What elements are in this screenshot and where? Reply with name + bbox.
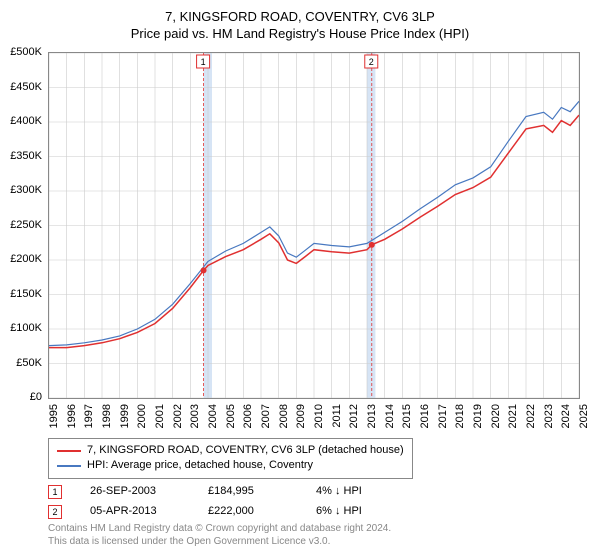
y-tick-label: £450K	[10, 81, 42, 93]
x-tick-label: 2007	[260, 404, 272, 428]
legend-label: 7, KINGSFORD ROAD, COVENTRY, CV6 3LP (de…	[87, 443, 404, 458]
legend-swatch	[57, 465, 81, 467]
x-tick-label: 2009	[295, 404, 307, 428]
page-subtitle: Price paid vs. HM Land Registry's House …	[0, 26, 600, 41]
y-tick-label: £150K	[10, 288, 42, 300]
x-tick-label: 1998	[101, 404, 113, 428]
x-tick-label: 2003	[189, 404, 201, 428]
svg-text:2: 2	[369, 57, 374, 67]
sale-diff: 6% ↓ HPI	[316, 502, 362, 522]
x-tick-label: 2014	[384, 404, 396, 428]
x-tick-label: 2008	[278, 404, 290, 428]
x-tick-label: 2004	[207, 404, 219, 428]
svg-text:1: 1	[201, 57, 206, 67]
x-tick-label: 2011	[331, 404, 343, 428]
chart-plot-area: 12	[48, 52, 580, 399]
sale-date: 05-APR-2013	[90, 502, 180, 522]
x-tick-label: 2022	[525, 404, 537, 428]
y-axis-labels: £0£50K£100K£150K£200K£250K£300K£350K£400…	[0, 52, 45, 397]
x-tick-label: 1999	[119, 404, 131, 428]
y-tick-label: £500K	[10, 46, 42, 58]
x-tick-label: 2015	[401, 404, 413, 428]
y-tick-label: £0	[30, 391, 42, 403]
x-tick-label: 1996	[66, 404, 78, 428]
sale-price: £222,000	[208, 502, 288, 522]
y-tick-label: £200K	[10, 253, 42, 265]
x-tick-label: 2012	[348, 404, 360, 428]
x-tick-label: 1995	[48, 404, 60, 428]
sale-price: £184,995	[208, 482, 288, 502]
y-tick-label: £400K	[10, 115, 42, 127]
footer-line-2: This data is licensed under the Open Gov…	[48, 535, 391, 548]
y-tick-label: £350K	[10, 150, 42, 162]
x-tick-label: 2024	[560, 404, 572, 428]
x-tick-label: 2019	[472, 404, 484, 428]
x-tick-label: 2025	[578, 404, 590, 428]
y-tick-label: £300K	[10, 184, 42, 196]
x-tick-label: 2021	[507, 404, 519, 428]
x-tick-label: 2020	[490, 404, 502, 428]
x-tick-label: 2001	[154, 404, 166, 428]
x-tick-label: 2023	[543, 404, 555, 428]
legend-swatch	[57, 450, 81, 452]
x-axis-labels: 1995 1996 1997 1998 1999 2000 2001 2002 2003 2004…	[48, 400, 578, 440]
sale-row: 1 26-SEP-2003 £184,995 4% ↓ HPI	[48, 482, 362, 502]
sales-table: 1 26-SEP-2003 £184,995 4% ↓ HPI 2 05-APR…	[48, 482, 362, 522]
sale-date: 26-SEP-2003	[90, 482, 180, 502]
legend-item: 7, KINGSFORD ROAD, COVENTRY, CV6 3LP (de…	[57, 443, 404, 458]
sale-marker-icon: 2	[48, 505, 62, 519]
x-tick-label: 2013	[366, 404, 378, 428]
y-tick-label: £50K	[16, 357, 42, 369]
chart-svg: 12	[49, 53, 579, 398]
x-tick-label: 2006	[242, 404, 254, 428]
y-tick-label: £100K	[10, 322, 42, 334]
legend-item: HPI: Average price, detached house, Cove…	[57, 458, 404, 473]
sale-marker-icon: 1	[48, 485, 62, 499]
legend: 7, KINGSFORD ROAD, COVENTRY, CV6 3LP (de…	[48, 438, 413, 479]
chart-container: 7, KINGSFORD ROAD, COVENTRY, CV6 3LP Pri…	[0, 0, 600, 560]
footer-attribution: Contains HM Land Registry data © Crown c…	[48, 522, 391, 548]
x-tick-label: 2018	[454, 404, 466, 428]
page-title: 7, KINGSFORD ROAD, COVENTRY, CV6 3LP	[0, 0, 600, 26]
x-tick-label: 2017	[437, 404, 449, 428]
sale-diff: 4% ↓ HPI	[316, 482, 362, 502]
x-tick-label: 2005	[225, 404, 237, 428]
legend-label: HPI: Average price, detached house, Cove…	[87, 458, 313, 473]
x-tick-label: 1997	[83, 404, 95, 428]
sale-row: 2 05-APR-2013 £222,000 6% ↓ HPI	[48, 502, 362, 522]
footer-line-1: Contains HM Land Registry data © Crown c…	[48, 522, 391, 535]
x-tick-label: 2002	[172, 404, 184, 428]
y-tick-label: £250K	[10, 219, 42, 231]
x-tick-label: 2010	[313, 404, 325, 428]
x-tick-label: 2016	[419, 404, 431, 428]
x-tick-label: 2000	[136, 404, 148, 428]
